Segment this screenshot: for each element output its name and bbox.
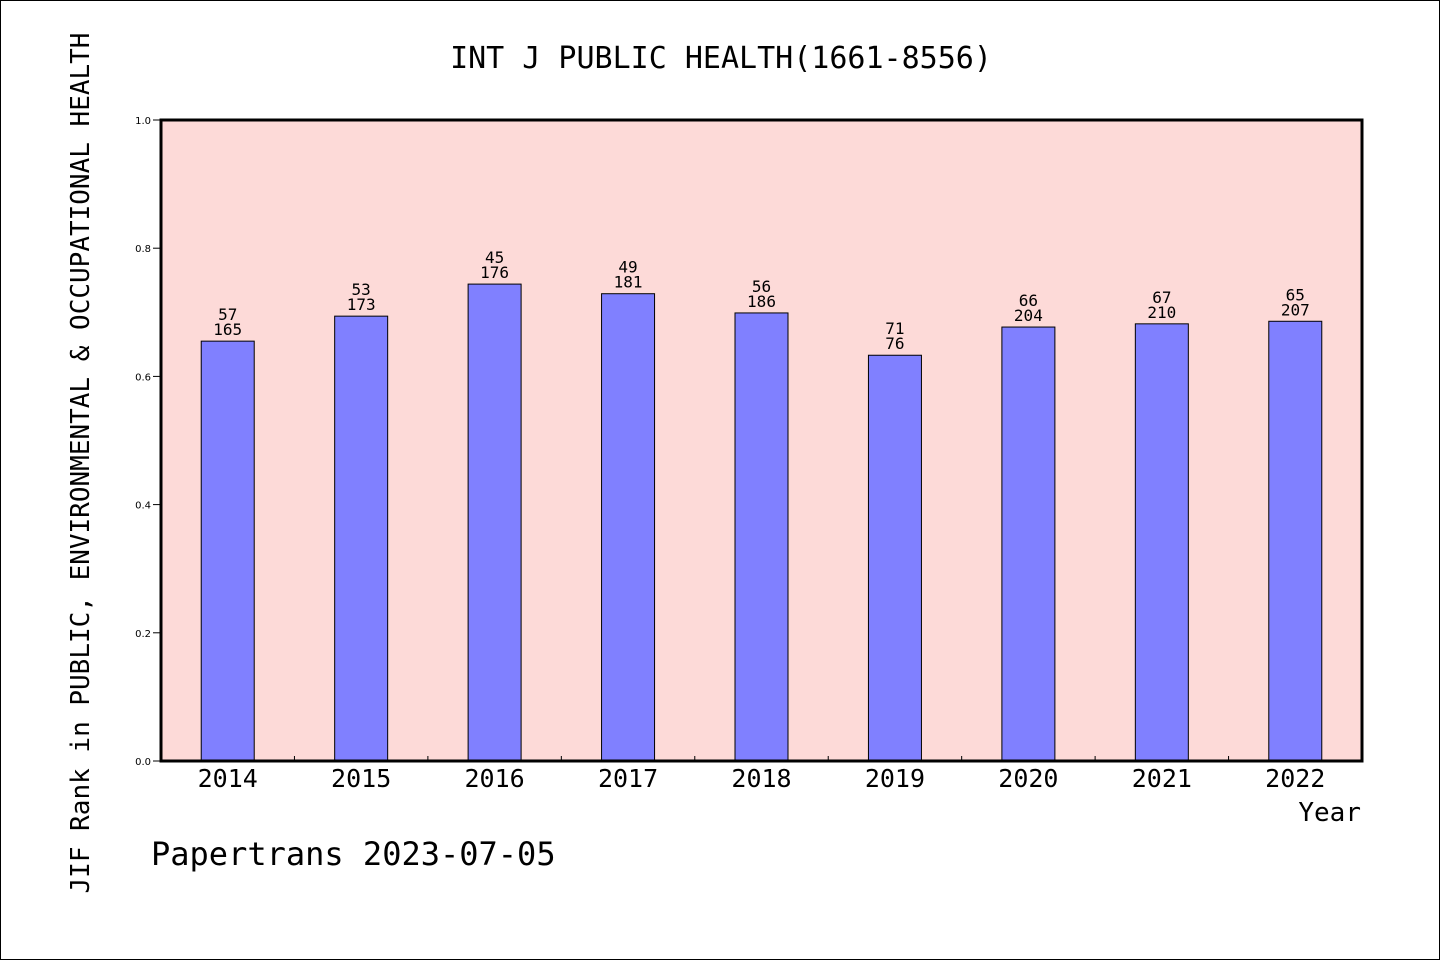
x-tick-label: 2020 bbox=[998, 764, 1058, 793]
x-tick-label: 2016 bbox=[465, 764, 525, 793]
y-axis: 0.0 0.2 0.4 0.6 0.8 1.0 bbox=[135, 116, 161, 768]
x-tick-label: 2017 bbox=[598, 764, 658, 793]
total-label: 173 bbox=[347, 295, 376, 314]
rank-label: 65 bbox=[1286, 285, 1305, 304]
rank-label: 57 bbox=[218, 305, 237, 324]
x-tick-label: 2019 bbox=[865, 764, 925, 793]
rank-label: 49 bbox=[618, 258, 637, 277]
total-label: 186 bbox=[747, 292, 776, 311]
y-tick-label: 0.8 bbox=[135, 244, 151, 255]
y-tick-label: 0.2 bbox=[135, 629, 151, 640]
bar-2020 bbox=[1001, 326, 1056, 762]
bar-2016 bbox=[467, 283, 522, 762]
bar-2018 bbox=[734, 312, 789, 762]
plot-border bbox=[159, 118, 1364, 763]
bar-2022 bbox=[1268, 320, 1323, 762]
bar-2015 bbox=[334, 315, 389, 762]
chart-title: INT J PUBLIC HEALTH(1661-8556) bbox=[450, 41, 992, 76]
rank-label: 53 bbox=[352, 280, 371, 299]
rank-label: 71 bbox=[885, 319, 904, 338]
bar-2019 bbox=[867, 354, 922, 762]
x-tick-label: 2021 bbox=[1132, 764, 1192, 793]
y-tick-label: 0.6 bbox=[135, 372, 151, 383]
rank-label: 66 bbox=[1019, 291, 1038, 310]
bar-2021 bbox=[1134, 323, 1189, 762]
x-tick-label: 2015 bbox=[331, 764, 391, 793]
total-label: 204 bbox=[1014, 306, 1043, 325]
x-tick-label: 2014 bbox=[198, 764, 258, 793]
total-label: 210 bbox=[1147, 303, 1176, 322]
y-tick-label: 0.4 bbox=[135, 501, 151, 512]
x-axis: 2014 2015 2016 2017 2018 2019 2020 2021 2022 bbox=[198, 756, 1325, 793]
y-axis-label: JIF Rank in PUBLIC, ENVIRONMENTAL & OCCU… bbox=[66, 33, 96, 894]
y-tick-label: 1.0 bbox=[135, 116, 151, 127]
rank-label: 67 bbox=[1152, 288, 1171, 307]
bar-2017 bbox=[601, 293, 656, 762]
bar-series bbox=[200, 283, 1323, 762]
rank-label: 56 bbox=[752, 277, 771, 296]
rank-label: 45 bbox=[485, 248, 504, 267]
total-label: 165 bbox=[213, 320, 242, 339]
footer-note: Papertrans 2023-07-05 bbox=[151, 835, 556, 873]
x-tick-label: 2022 bbox=[1265, 764, 1325, 793]
y-tick-label: 0.0 bbox=[135, 757, 151, 768]
total-label: 76 bbox=[885, 334, 904, 353]
bar-2014 bbox=[200, 340, 255, 762]
total-label: 176 bbox=[480, 263, 509, 282]
total-label: 207 bbox=[1281, 300, 1310, 319]
x-tick-label: 2018 bbox=[731, 764, 791, 793]
x-axis-label: Year bbox=[1298, 798, 1361, 828]
total-label: 181 bbox=[614, 273, 643, 292]
